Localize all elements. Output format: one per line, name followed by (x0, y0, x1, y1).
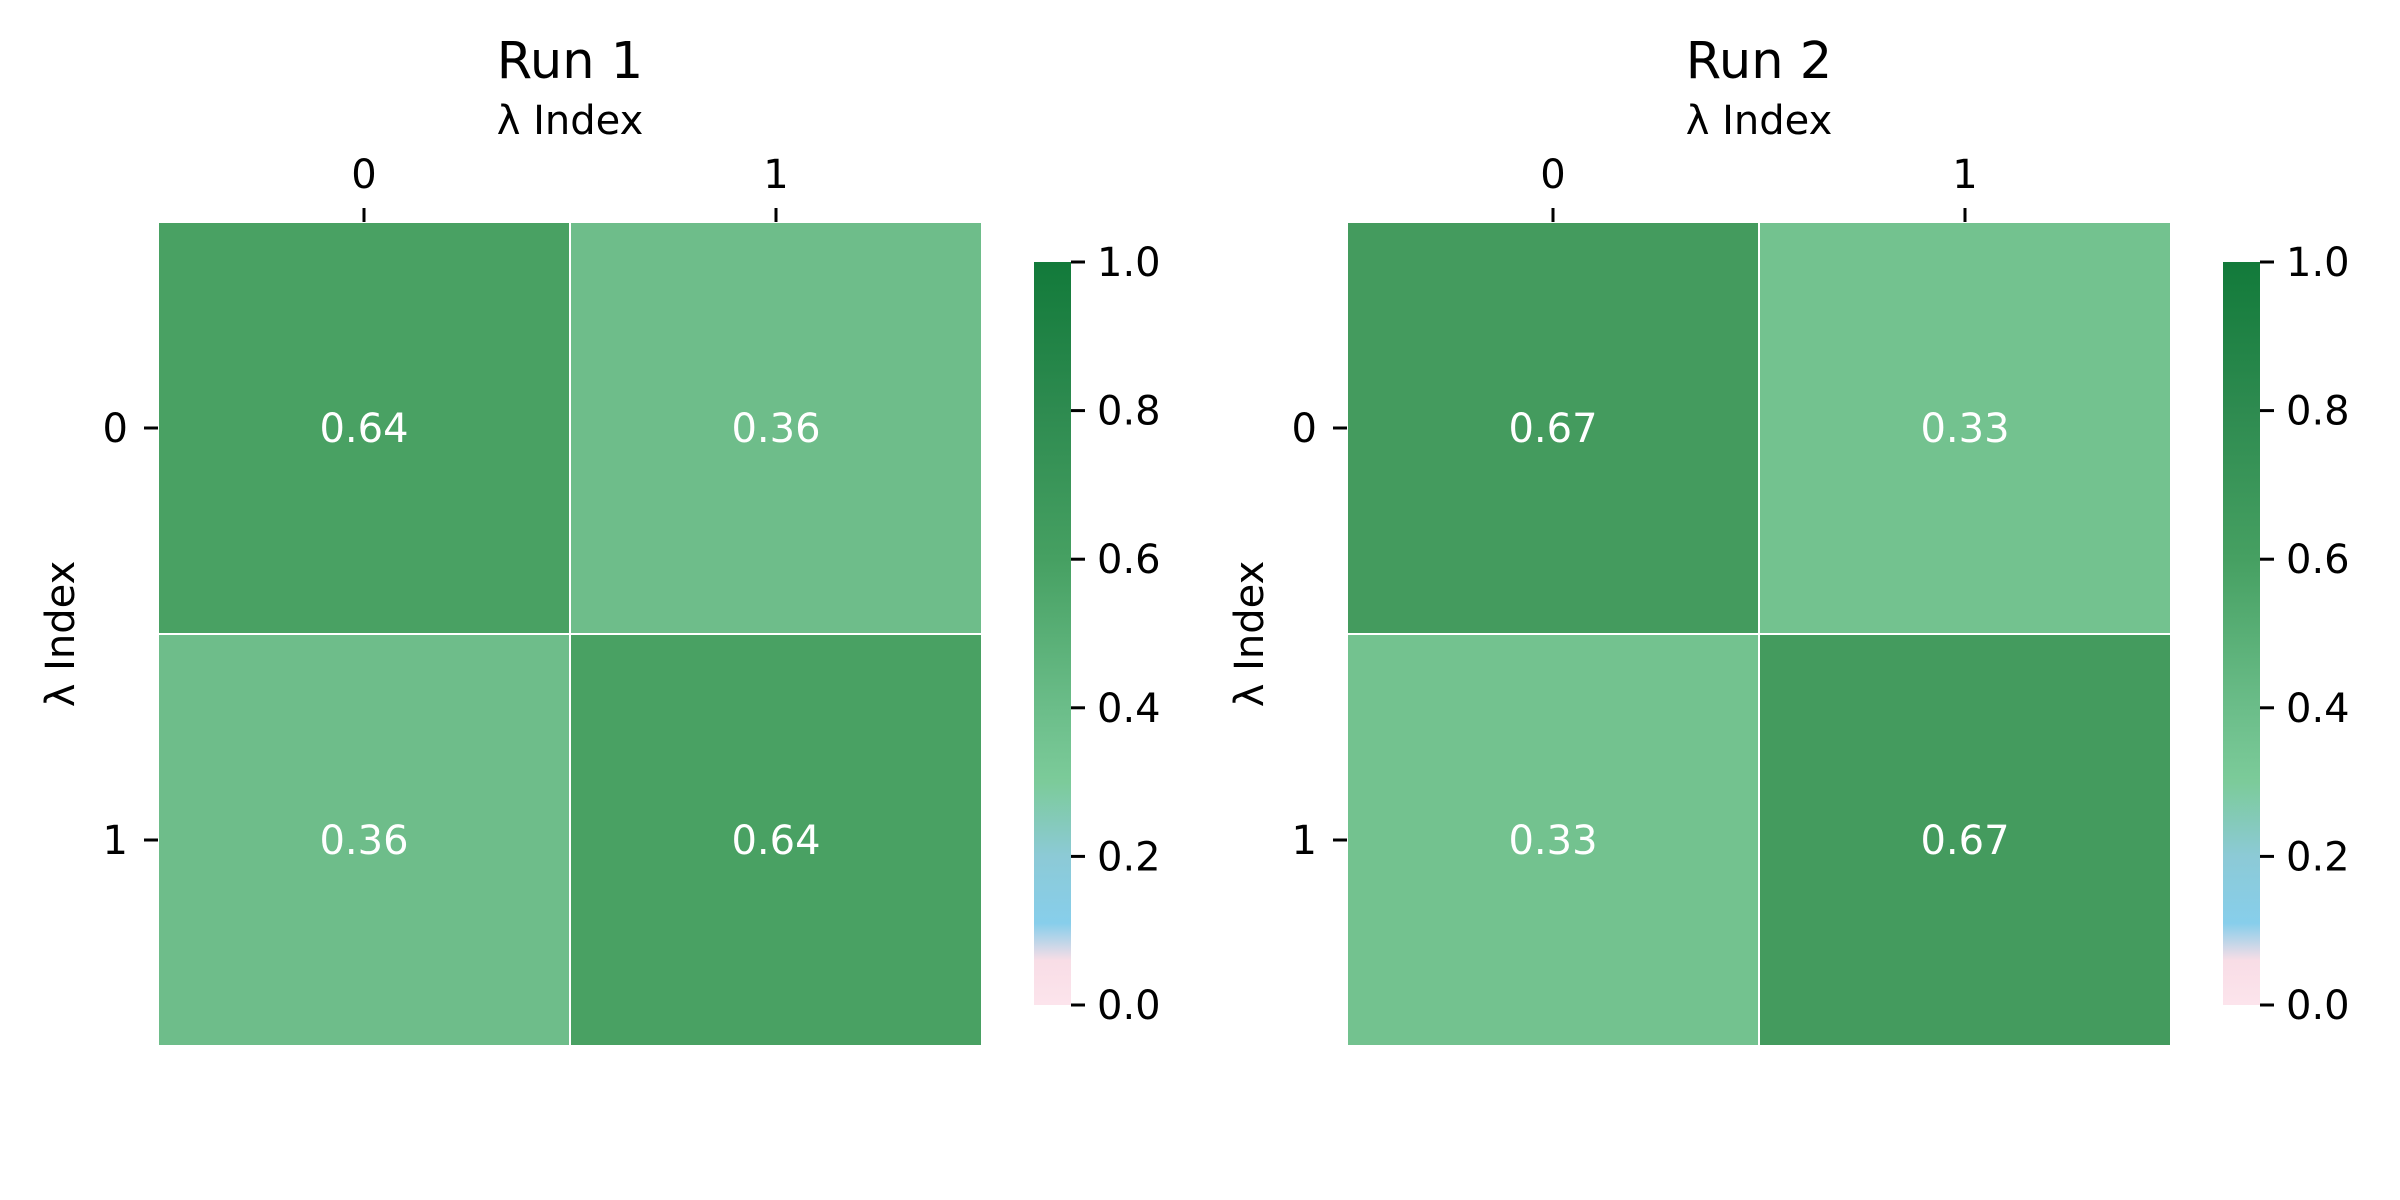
x-tick-label: 1 (1952, 152, 1977, 198)
x-axis-label: λ Index (1686, 98, 1833, 144)
colorbar-tick-label: 0.2 (1097, 834, 1161, 880)
heatmap-cell (157, 221, 571, 635)
y-axis-label: λ Index (38, 561, 84, 708)
chart-title: Run 1 (497, 32, 643, 91)
cell-value-label: 0.33 (1508, 818, 1597, 864)
y-axis-label: λ Index (1227, 561, 1273, 708)
colorbar-tick-label: 0.8 (1097, 389, 1161, 435)
chart-title: Run 2 (1686, 32, 1832, 91)
x-tick-label: 0 (1540, 152, 1565, 198)
heatmap-panels: Run 1 λ Index λ Index 0.64 0.36 0.36 0.64 0 1 0 1 0… (38, 32, 2350, 1047)
heatmap-panel-2: Run 2 λ Index λ Index 0.67 0.33 0.33 0.67 0 1 0 1 0… (1227, 32, 2350, 1047)
colorbar (2223, 262, 2260, 1005)
colorbar-tick-label: 0.8 (2286, 389, 2350, 435)
colorbar-tick-label: 1.0 (2286, 240, 2350, 286)
colorbar-tick-label: 0.4 (1097, 686, 1161, 732)
colorbar-tick-label: 1.0 (1097, 240, 1161, 286)
cell-value-label: 0.67 (1508, 406, 1597, 452)
heatmap-panel-1: Run 1 λ Index λ Index 0.64 0.36 0.36 0.64 0 1 0 1 0… (38, 32, 1161, 1047)
cell-value-label: 0.36 (731, 406, 820, 452)
cell-value-label: 0.67 (1920, 818, 2009, 864)
colorbar-tick-label: 0.0 (1097, 983, 1161, 1029)
x-tick-label: 0 (351, 152, 376, 198)
y-tick-label: 1 (103, 818, 128, 864)
y-tick-label: 0 (1292, 406, 1317, 452)
x-axis-label: λ Index (497, 98, 644, 144)
heatmap-cell (1346, 633, 1760, 1047)
heatmap-cell (569, 633, 983, 1047)
cell-value-label: 0.33 (1920, 406, 2009, 452)
heatmap-cell (157, 633, 571, 1047)
y-tick-label: 1 (1292, 818, 1317, 864)
cell-value-label: 0.36 (319, 818, 408, 864)
colorbar-tick-label: 0.6 (1097, 537, 1161, 583)
y-tick-label: 0 (103, 406, 128, 452)
colorbar-tick-label: 0.0 (2286, 983, 2350, 1029)
x-tick-label: 1 (763, 152, 788, 198)
colorbar-tick-label: 0.4 (2286, 686, 2350, 732)
colorbar-tick-label: 0.6 (2286, 537, 2350, 583)
cell-value-label: 0.64 (731, 818, 820, 864)
heatmap-cell (569, 221, 983, 635)
colorbar (1034, 262, 1071, 1005)
heatmap-cell (1758, 221, 2172, 635)
heatmap-cell (1758, 633, 2172, 1047)
cell-value-label: 0.64 (319, 406, 408, 452)
colorbar-tick-label: 0.2 (2286, 834, 2350, 880)
